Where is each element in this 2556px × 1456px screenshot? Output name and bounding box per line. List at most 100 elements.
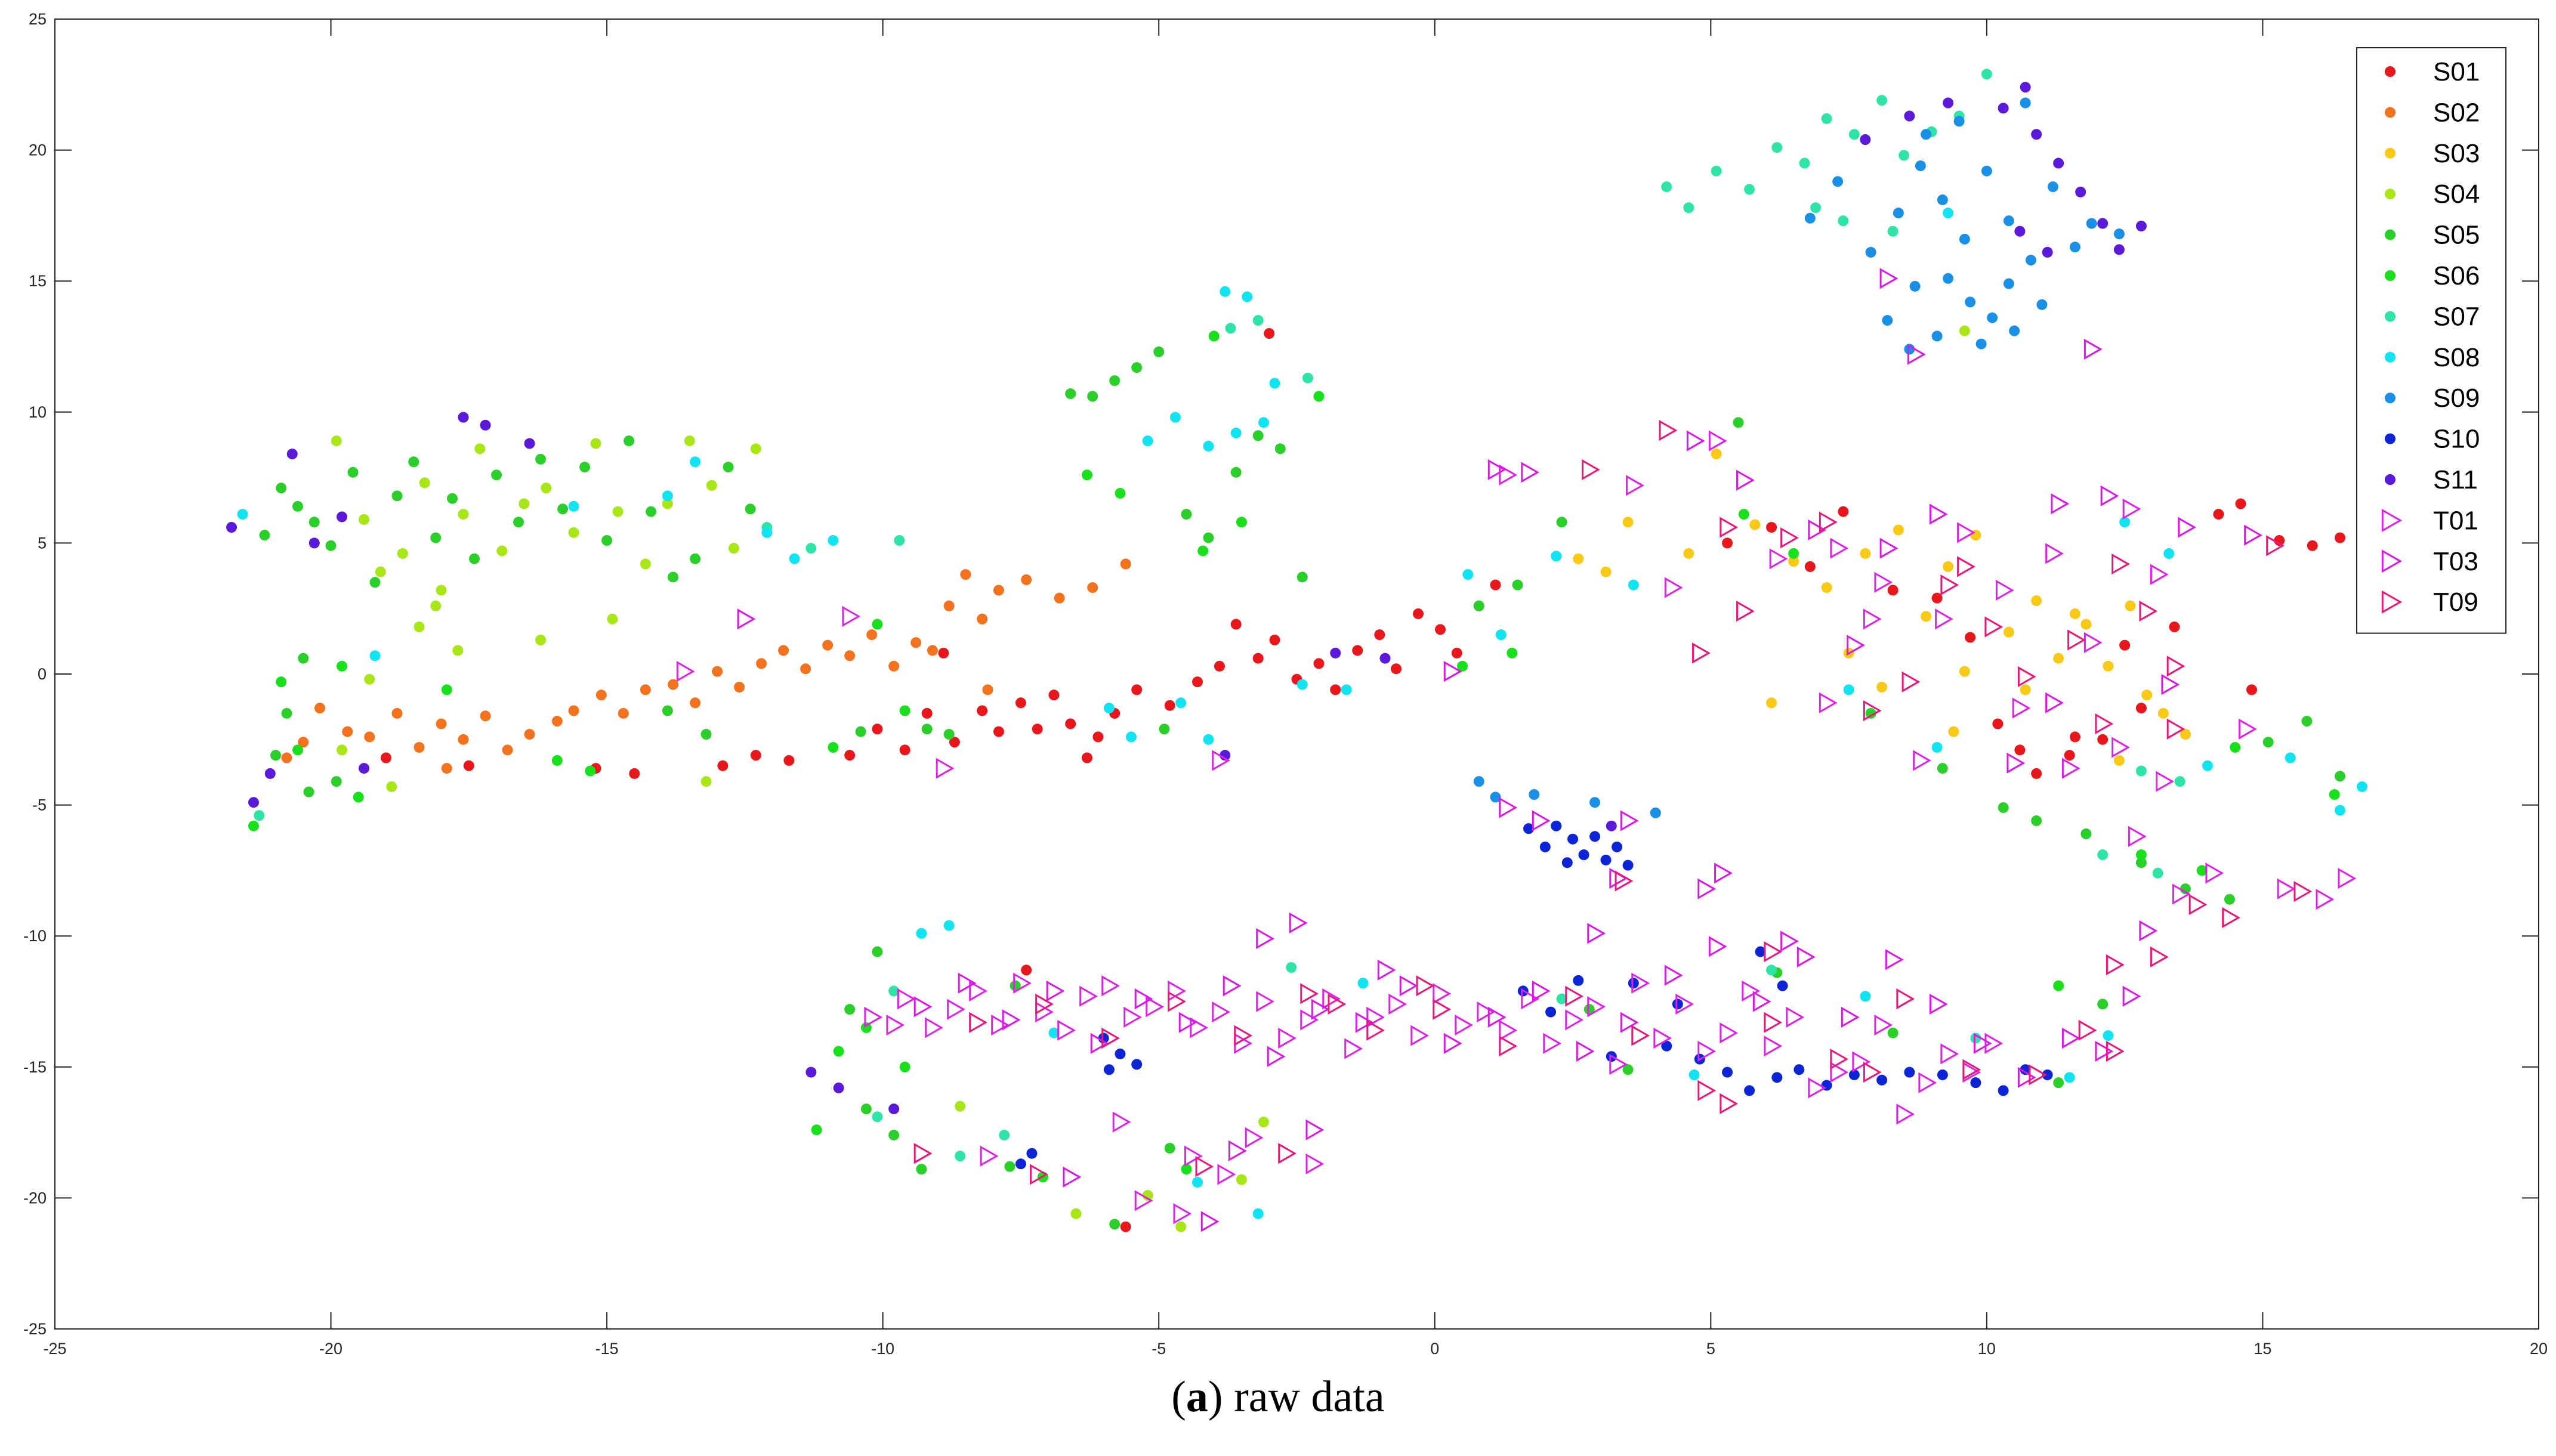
data-point: [943, 920, 955, 931]
data-point: [2222, 907, 2240, 929]
data-point: [2244, 524, 2262, 546]
x-tick-label: -15: [595, 1340, 619, 1358]
data-point: [1374, 629, 1385, 641]
data-point: [1512, 579, 1523, 591]
data-point: [2139, 920, 2158, 942]
data-point: [1341, 684, 1352, 695]
data-point: [1921, 129, 1932, 140]
data-point: [254, 810, 265, 821]
data-point: [2086, 218, 2097, 229]
data-point: [1622, 860, 1634, 871]
data-point: [2329, 789, 2340, 800]
data-point: [1804, 561, 1816, 572]
data-point: [910, 637, 922, 648]
data-point: [1733, 417, 1744, 428]
data-point: [1063, 1166, 1082, 1188]
data-point: [2301, 716, 2313, 727]
data-point: [1521, 988, 1540, 1010]
series-s02: [281, 558, 1131, 774]
legend-label: T01: [2433, 506, 2478, 535]
data-point: [248, 820, 260, 831]
legend-marker: [2385, 392, 2396, 404]
data-point: [1214, 660, 1225, 672]
data-point: [1208, 330, 1220, 342]
data-point: [2113, 755, 2125, 766]
data-point: [1366, 1019, 1385, 1041]
data-point: [308, 517, 320, 528]
data-point: [1499, 1019, 1518, 1041]
data-point: [833, 1046, 844, 1057]
legend-label: S11: [2433, 465, 2478, 494]
data-point: [1766, 522, 1777, 533]
data-point: [1377, 959, 1396, 981]
data-point: [1191, 676, 1203, 688]
data-point: [1330, 647, 1341, 659]
data-point: [1120, 558, 1131, 570]
data-point: [1981, 165, 1992, 177]
data-point: [938, 647, 949, 659]
data-point: [1220, 286, 1231, 297]
data-point: [2163, 548, 2175, 559]
data-point: [872, 724, 883, 735]
data-point: [1545, 1006, 1557, 1018]
data-point: [2196, 865, 2208, 876]
data-point: [347, 466, 359, 478]
data-point: [2009, 325, 2020, 336]
data-point: [1615, 870, 1634, 892]
data-point: [276, 676, 287, 688]
data-point: [2285, 752, 2296, 763]
data-point: [2061, 1027, 2080, 1049]
data-point: [2078, 1019, 2097, 1041]
data-point: [1953, 116, 1965, 127]
data-point: [337, 511, 348, 523]
data-point: [1708, 430, 1727, 452]
data-point: [1799, 157, 1810, 169]
y-tick-label: -15: [23, 1058, 47, 1076]
data-point: [1683, 548, 1694, 559]
data-point: [1013, 972, 1032, 994]
data-point: [1957, 556, 1975, 577]
data-point: [1256, 991, 1275, 1012]
data-point: [2012, 697, 2031, 719]
data-point: [690, 553, 701, 564]
data-point: [1874, 571, 1893, 593]
data-point: [1054, 592, 1065, 604]
data-point: [737, 608, 756, 630]
data-point: [551, 716, 563, 727]
data-point: [811, 1124, 822, 1136]
data-point: [640, 558, 651, 570]
data-point: [1046, 980, 1065, 1002]
data-point: [2036, 299, 2048, 310]
data-point: [1379, 653, 1391, 664]
data-point: [2042, 246, 2053, 258]
data-point: [860, 1022, 872, 1033]
y-tick-label: 0: [38, 665, 47, 683]
data-point: [541, 483, 552, 494]
data-point: [1490, 579, 1501, 591]
data-point: [1487, 459, 1507, 481]
data-point: [955, 1151, 966, 1162]
data-point: [1777, 980, 1788, 991]
data-point: [408, 456, 419, 468]
data-point: [913, 1143, 933, 1164]
data-point: [1749, 519, 1761, 530]
data-point: [286, 449, 298, 460]
data-point: [585, 765, 596, 777]
data-point: [386, 781, 397, 792]
data-point: [1876, 95, 1888, 106]
data-point: [1462, 569, 1474, 580]
data-point: [1697, 878, 1717, 899]
data-point: [1455, 1014, 1474, 1036]
data-point: [480, 710, 491, 722]
data-point: [899, 705, 910, 716]
data-point: [1957, 522, 1975, 543]
data-point: [1821, 113, 1832, 124]
y-tick-label: 5: [38, 534, 47, 552]
data-point: [1948, 726, 1959, 737]
data-point: [1714, 863, 1733, 884]
data-point: [2213, 509, 2224, 520]
data-point: [447, 493, 458, 504]
y-tick-label: -25: [23, 1320, 47, 1338]
data-point: [1388, 993, 1407, 1015]
data-point: [513, 517, 524, 528]
